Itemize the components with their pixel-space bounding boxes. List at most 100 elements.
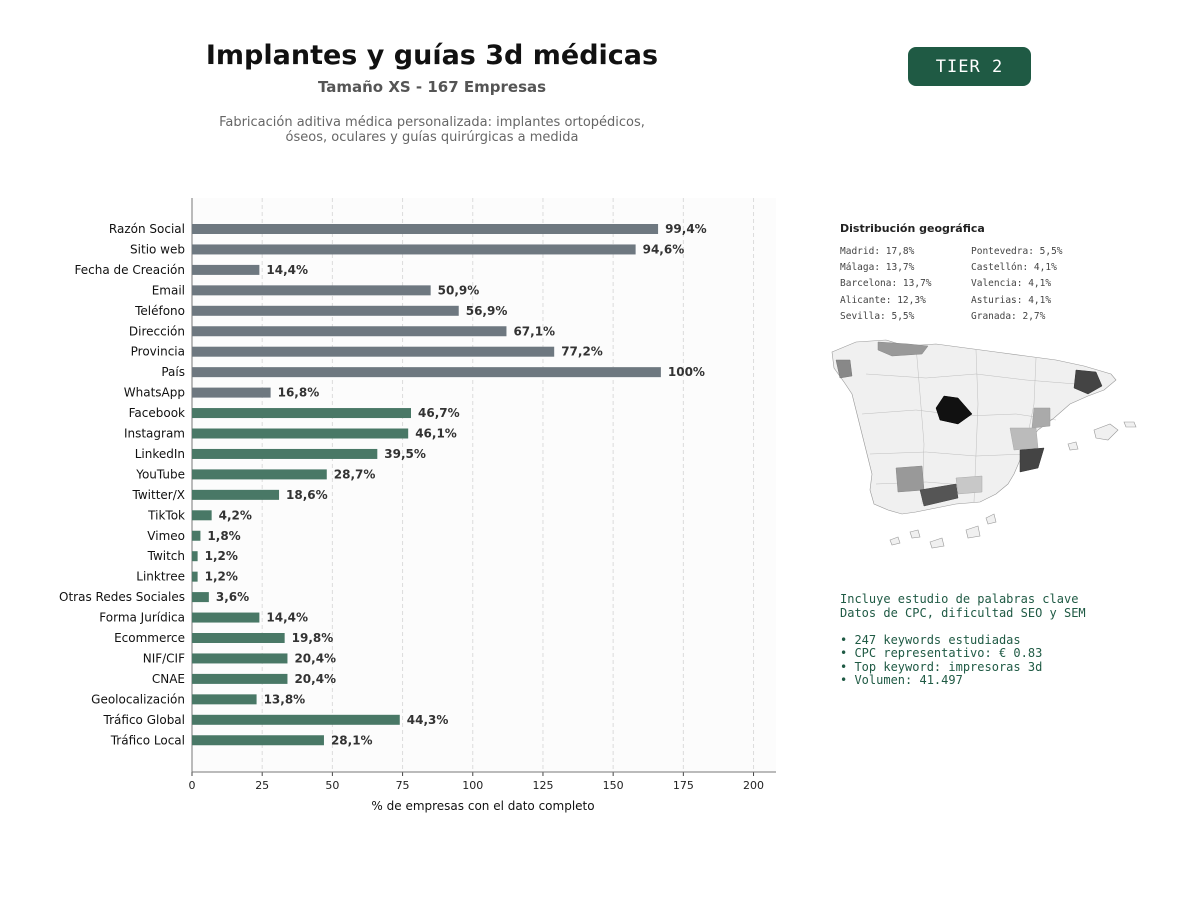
category-label: Twitch: [147, 549, 185, 563]
value-label: 56,9%: [466, 304, 508, 318]
map-canary-3: [929, 537, 945, 549]
x-tick-label: 175: [673, 779, 694, 792]
keyword-line: • Top keyword: impresoras 3d: [840, 659, 1043, 674]
description-line-1: Fabricación aditiva médica personalizada…: [219, 115, 645, 130]
value-label: 44,3%: [407, 713, 449, 727]
value-label: 28,1%: [331, 733, 373, 747]
category-label: LinkedIn: [135, 447, 185, 461]
bar: [192, 612, 260, 623]
map-canary-1: [889, 536, 901, 546]
x-tick-label: 125: [532, 779, 553, 792]
category-label: País: [161, 365, 185, 379]
value-label: 16,8%: [278, 386, 320, 400]
bar: [192, 264, 260, 275]
keyword-line: [840, 620, 1086, 634]
category-label: Linktree: [136, 570, 185, 584]
value-label: 13,8%: [264, 692, 306, 706]
bar: [192, 244, 636, 255]
category-label: WhatsApp: [124, 386, 185, 400]
map-valencia: [1009, 427, 1039, 451]
keyword-info: Incluye estudio de palabras clave Datos d…: [840, 592, 1086, 688]
category-label: Provincia: [131, 345, 185, 359]
plot-area: [192, 198, 776, 772]
category-label: Geolocalización: [91, 692, 185, 706]
x-tick-label: 75: [396, 779, 410, 792]
spain-map: [831, 339, 1137, 549]
page-title: Implantes y guías 3d médicas: [205, 40, 659, 71]
bar: [192, 592, 209, 603]
geo-item: Valencia: 4,1%: [971, 278, 1052, 290]
bar: [192, 387, 271, 398]
value-label: 20,4%: [294, 672, 336, 686]
category-label: CNAE: [152, 672, 185, 686]
geo-item: Pontevedra: 5,5%: [971, 246, 1063, 257]
geo-item: Sevilla: 5,5%: [840, 310, 915, 322]
category-label: TikTok: [147, 508, 185, 522]
description: Fabricación aditiva médica personalizada…: [132, 115, 732, 145]
map-menorca: [1123, 421, 1137, 428]
value-label: 18,6%: [286, 488, 328, 502]
value-label: 46,7%: [418, 406, 460, 420]
value-label: 94,6%: [643, 242, 685, 256]
map-pontevedra: [835, 359, 853, 379]
bar: [192, 326, 507, 337]
category-label: Tráfico Local: [110, 733, 185, 747]
category-label: Twitter/X: [132, 488, 185, 502]
x-tick-label: 200: [743, 779, 764, 792]
bar: [192, 448, 378, 459]
description-line-2: óseos, oculares y guías quirúrgicas a me…: [285, 130, 579, 145]
map-alicante: [1019, 447, 1045, 473]
value-label: 77,2%: [561, 345, 603, 359]
value-label: 19,8%: [292, 631, 334, 645]
x-tick-label: 50: [325, 779, 339, 792]
map-castellon: [1031, 407, 1051, 429]
x-tick-label: 0: [189, 779, 196, 792]
bar: [192, 428, 409, 439]
value-label: 14,4%: [266, 611, 308, 625]
map-barcelona: [1073, 369, 1103, 395]
keyword-line: Datos de CPC, dificultad SEO y SEM: [840, 605, 1086, 620]
category-label: YouTube: [135, 467, 185, 481]
value-label: 1,8%: [207, 529, 240, 543]
value-label: 50,9%: [438, 283, 480, 297]
value-label: 1,2%: [205, 549, 238, 563]
geo-item: Madrid: 17,8%: [840, 246, 915, 257]
bar-chart: 0 25 50 75 100 125 150 175 200 Razón Social 99,4% S…: [59, 198, 776, 813]
bar: [192, 346, 555, 357]
keyword-line: • CPC representativo: € 0.83: [840, 646, 1043, 660]
value-label: 3,6%: [216, 590, 249, 604]
map-border-5: [915, 345, 925, 505]
map-border-3: [869, 451, 1027, 457]
map-border-1: [865, 373, 1077, 385]
x-tick-label: 100: [462, 779, 483, 792]
map-balearic: [1093, 423, 1119, 441]
x-tick-label: 25: [255, 779, 269, 792]
bar: [192, 571, 198, 582]
value-label: 14,4%: [266, 263, 308, 277]
geo-item: Málaga: 13,7%: [840, 262, 915, 274]
map-sevilla: [895, 465, 925, 493]
category-label: Teléfono: [134, 304, 185, 318]
category-label: Facebook: [129, 406, 185, 420]
bar: [192, 673, 288, 684]
geo-item: Castellón: 4,1%: [971, 262, 1057, 274]
bar: [192, 489, 280, 500]
bar: [192, 530, 201, 541]
category-label: Fecha de Creación: [75, 263, 185, 277]
value-label: 4,2%: [219, 508, 252, 522]
category-label: Razón Social: [109, 222, 185, 236]
geo-item: Granada: 2,7%: [971, 310, 1046, 322]
bar: [192, 367, 661, 378]
map-asturias: [877, 341, 929, 357]
bar: [192, 653, 288, 664]
category-label: Ecommerce: [114, 631, 185, 645]
bar: [192, 408, 411, 419]
map-canary-5: [985, 513, 997, 525]
value-label: 100%: [668, 365, 705, 379]
geo-item: Barcelona: 13,7%: [840, 278, 932, 290]
category-label: Dirección: [129, 324, 185, 338]
map-ibiza: [1067, 441, 1079, 451]
x-tick-label: 150: [603, 779, 624, 792]
category-label: Vimeo: [147, 529, 185, 543]
geo-title: Distribución geográfica: [840, 222, 985, 235]
